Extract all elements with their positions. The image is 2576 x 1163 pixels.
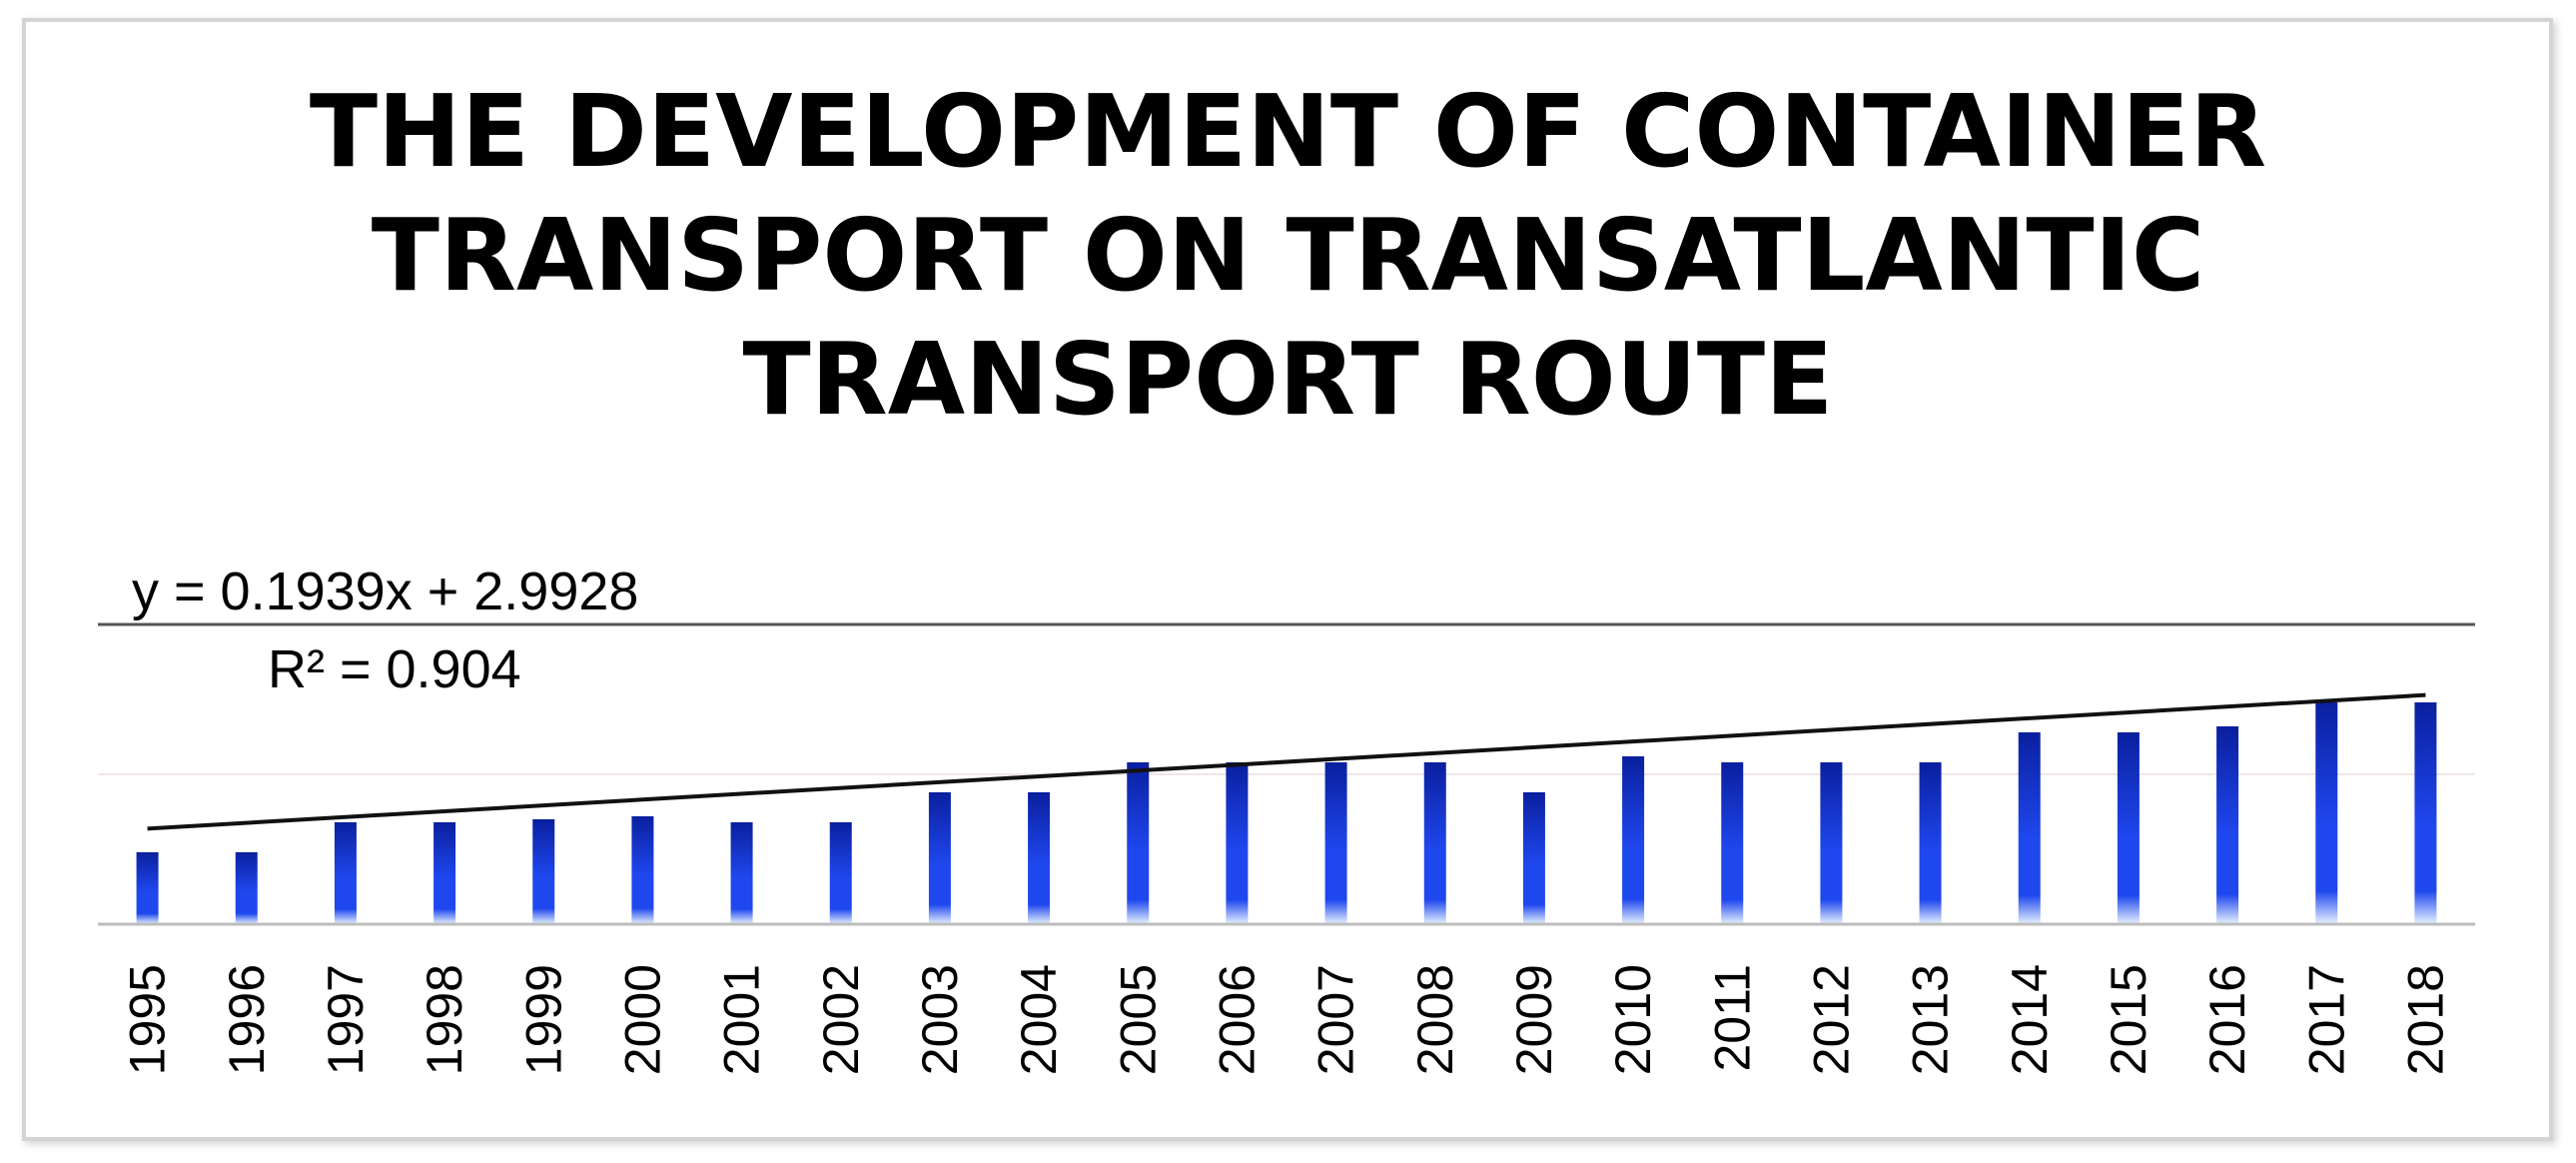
r-squared-label: R² = 0.904 xyxy=(268,639,521,699)
bar-2015 xyxy=(2117,732,2140,924)
x-tick-label-2008: 2008 xyxy=(1407,964,1463,1075)
bar-2016 xyxy=(2216,726,2239,924)
bar-2018 xyxy=(2414,702,2437,924)
title-line-1: THE DEVELOPMENT OF CONTAINER xyxy=(309,73,2267,190)
bar-2002 xyxy=(829,822,852,924)
bar-1999 xyxy=(532,819,555,924)
bar-2017 xyxy=(2315,702,2338,924)
x-tick-label-2010: 2010 xyxy=(1605,964,1661,1075)
bar-2006 xyxy=(1226,762,1249,924)
x-tick-label-1995: 1995 xyxy=(120,964,176,1075)
bar-2013 xyxy=(1919,762,1942,924)
bar-2007 xyxy=(1324,762,1347,924)
bar-2014 xyxy=(2018,732,2041,924)
bar-2005 xyxy=(1127,762,1150,924)
x-tick-label-2015: 2015 xyxy=(2101,964,2156,1075)
x-tick-label-1998: 1998 xyxy=(417,964,472,1075)
x-tick-label-2001: 2001 xyxy=(714,964,770,1075)
bar-2003 xyxy=(928,792,951,924)
x-tick-label-2003: 2003 xyxy=(912,964,968,1075)
bar-2008 xyxy=(1423,762,1446,924)
x-tick-label-2000: 2000 xyxy=(614,964,670,1075)
x-tick-label-2011: 2011 xyxy=(1704,964,1760,1072)
x-tick-label-2013: 2013 xyxy=(1903,964,1959,1075)
bar-1995 xyxy=(136,852,159,924)
chart-frame xyxy=(22,18,2553,1141)
bar-1998 xyxy=(433,822,456,924)
x-tick-label-2005: 2005 xyxy=(1110,964,1166,1075)
bar-2009 xyxy=(1522,792,1545,924)
bar-2004 xyxy=(1028,792,1051,924)
x-tick-label-1997: 1997 xyxy=(318,964,374,1075)
x-tick-label-1996: 1996 xyxy=(219,964,275,1075)
x-tick-label-2009: 2009 xyxy=(1506,964,1562,1075)
x-tick-label-1999: 1999 xyxy=(515,964,571,1075)
trendline-equation: y = 0.1939x + 2.9928 xyxy=(132,562,638,621)
bar-1997 xyxy=(334,822,357,924)
bar-2001 xyxy=(730,822,753,924)
bar-2010 xyxy=(1622,756,1645,924)
x-tick-label-2018: 2018 xyxy=(2397,964,2453,1075)
bar-1996 xyxy=(235,852,258,924)
bar-2011 xyxy=(1721,762,1744,924)
x-tick-label-2006: 2006 xyxy=(1209,964,1265,1075)
bar-2000 xyxy=(631,816,654,924)
title-line-2: TRANSPORT ON TRANSATLANTIC xyxy=(371,197,2205,314)
x-tick-label-2014: 2014 xyxy=(2002,964,2058,1075)
x-tick-label-2002: 2002 xyxy=(813,964,869,1075)
x-tick-label-2016: 2016 xyxy=(2199,964,2255,1075)
trendline xyxy=(147,692,2426,831)
title-line-3: TRANSPORT ROUTE xyxy=(742,321,1834,438)
x-tick-label-2004: 2004 xyxy=(1011,964,1067,1075)
x-tick-label-2012: 2012 xyxy=(1803,964,1859,1075)
x-tick-label-2017: 2017 xyxy=(2298,964,2354,1075)
bar-2012 xyxy=(1820,762,1843,924)
x-tick-label-2007: 2007 xyxy=(1308,964,1364,1075)
chart-title: THE DEVELOPMENT OF CONTAINER TRANSPORT O… xyxy=(0,70,2576,442)
